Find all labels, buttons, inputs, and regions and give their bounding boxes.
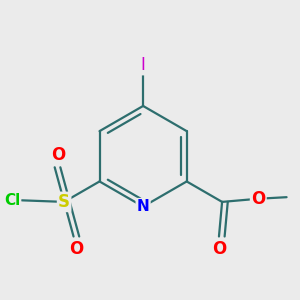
Text: S: S (58, 193, 70, 211)
Text: O: O (51, 146, 65, 164)
Text: Cl: Cl (4, 193, 20, 208)
Text: N: N (137, 199, 149, 214)
Text: O: O (212, 240, 226, 258)
Text: O: O (70, 240, 84, 258)
Text: O: O (251, 190, 266, 208)
Text: I: I (141, 56, 146, 74)
